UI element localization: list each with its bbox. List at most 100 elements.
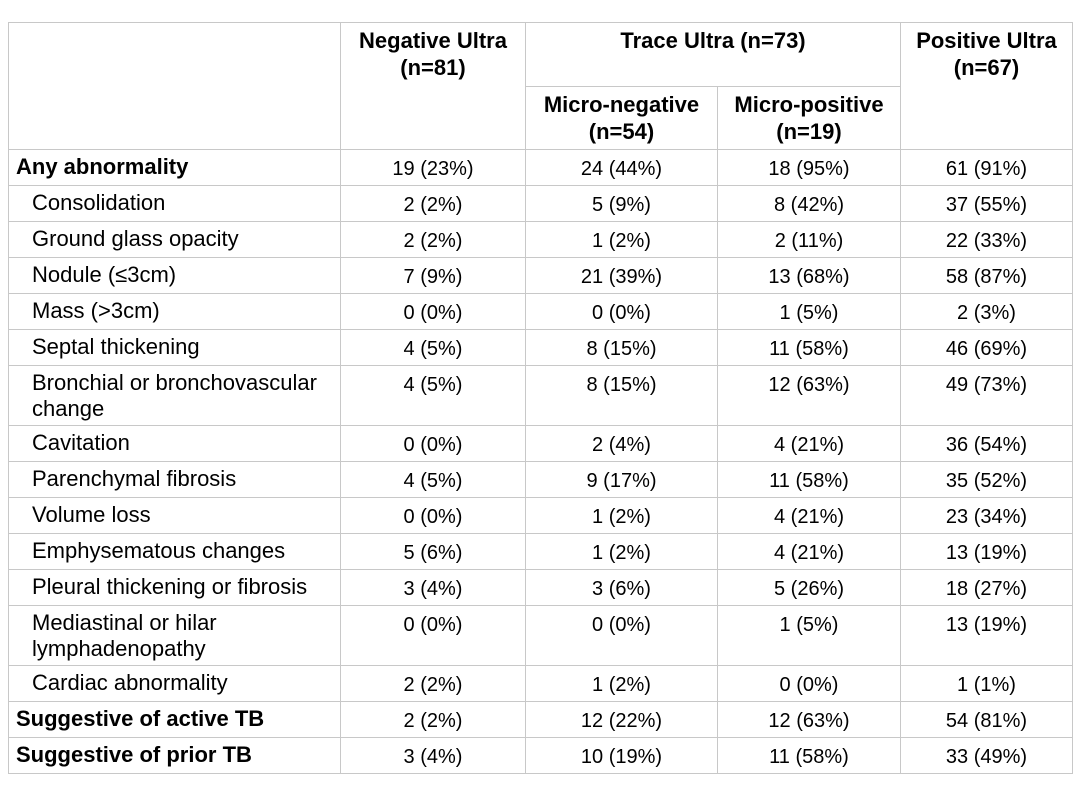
value-cell: 61 (91%): [900, 149, 1073, 186]
value-cell: 33 (49%): [900, 737, 1073, 774]
header-line: Positive Ultra: [916, 28, 1057, 53]
value-cell: 7 (9%): [340, 257, 526, 294]
table-body: Any abnormality 19 (23%) 24 (44%) 18 (95%) 6…: [8, 149, 1073, 774]
value-cell: 49 (73%): [900, 365, 1073, 426]
value-cell: 2 (2%): [340, 665, 526, 702]
table-row: Emphysematous changes 5 (6%) 1 (2%) 4 (21%)…: [8, 533, 1073, 570]
row-label: Any abnormality: [8, 149, 341, 186]
value-cell: 8 (15%): [525, 365, 718, 426]
table-header: Negative Ultra (n=81) Trace Ultra (n=73)…: [8, 22, 1073, 150]
value-cell: 5 (9%): [525, 185, 718, 222]
value-cell: 5 (6%): [340, 533, 526, 570]
value-cell: 2 (2%): [340, 701, 526, 738]
value-cell: 0 (0%): [340, 293, 526, 330]
value-cell: 37 (55%): [900, 185, 1073, 222]
header-micro-negative: Micro-negative (n=54): [525, 86, 718, 150]
row-label: Pleural thickening or fibrosis: [8, 569, 341, 606]
value-cell: 18 (95%): [717, 149, 901, 186]
table-row: Volume loss 0 (0%) 1 (2%) 4 (21%) 23 (34%): [8, 497, 1073, 534]
table-row: Cardiac abnormality 2 (2%) 1 (2%) 0 (0%) 1 (…: [8, 665, 1073, 702]
header-line: Negative Ultra: [359, 28, 507, 53]
value-cell: 13 (19%): [900, 605, 1073, 666]
value-cell: 2 (3%): [900, 293, 1073, 330]
value-cell: 4 (5%): [340, 329, 526, 366]
row-label: Suggestive of prior TB: [8, 737, 341, 774]
table-row: Suggestive of prior TB 3 (4%) 10 (19%) 11 (…: [8, 737, 1073, 774]
table-row: Nodule (≤3cm) 7 (9%) 21 (39%) 13 (68%) 58 (8…: [8, 257, 1073, 294]
value-cell: 0 (0%): [525, 293, 718, 330]
value-cell: 12 (63%): [717, 701, 901, 738]
header-trace-ultra: Trace Ultra (n=73): [525, 22, 901, 87]
value-cell: 13 (19%): [900, 533, 1073, 570]
value-cell: 0 (0%): [525, 605, 718, 666]
row-label: Bronchial or bronchovascular change: [8, 365, 341, 426]
value-cell: 1 (5%): [717, 293, 901, 330]
table-row: Cavitation 0 (0%) 2 (4%) 4 (21%) 36 (54%): [8, 425, 1073, 462]
value-cell: 21 (39%): [525, 257, 718, 294]
header-line: (n=54): [588, 119, 655, 144]
table-row: Mediastinal or hilar lymphadenopathy 0 (0…: [8, 605, 1073, 666]
value-cell: 12 (22%): [525, 701, 718, 738]
row-label: Mass (>3cm): [8, 293, 341, 330]
value-cell: 4 (21%): [717, 497, 901, 534]
value-cell: 2 (4%): [525, 425, 718, 462]
table-row: Consolidation 2 (2%) 5 (9%) 8 (42%) 37 (55%): [8, 185, 1073, 222]
value-cell: 4 (5%): [340, 365, 526, 426]
table-row: Any abnormality 19 (23%) 24 (44%) 18 (95%) 6…: [8, 149, 1073, 186]
header-line: (n=19): [776, 119, 842, 144]
value-cell: 35 (52%): [900, 461, 1073, 498]
value-cell: 10 (19%): [525, 737, 718, 774]
value-cell: 24 (44%): [525, 149, 718, 186]
value-cell: 54 (81%): [900, 701, 1073, 738]
value-cell: 2 (2%): [340, 185, 526, 222]
value-cell: 1 (5%): [717, 605, 901, 666]
value-cell: 23 (34%): [900, 497, 1073, 534]
table-row: Bronchial or bronchovascular change 4 (5%…: [8, 365, 1073, 426]
header-line: Micro-positive: [734, 92, 884, 117]
value-cell: 4 (5%): [340, 461, 526, 498]
value-cell: 12 (63%): [717, 365, 901, 426]
value-cell: 8 (15%): [525, 329, 718, 366]
value-cell: 19 (23%): [340, 149, 526, 186]
value-cell: 1 (2%): [525, 497, 718, 534]
table-row: Septal thickening 4 (5%) 8 (15%) 11 (58%) 46…: [8, 329, 1073, 366]
value-cell: 1 (2%): [525, 533, 718, 570]
row-label: Emphysematous changes: [8, 533, 341, 570]
table-row: Parenchymal fibrosis 4 (5%) 9 (17%) 11 (58%…: [8, 461, 1073, 498]
header-line: (n=81): [400, 55, 466, 80]
value-cell: 4 (21%): [717, 425, 901, 462]
value-cell: 0 (0%): [340, 497, 526, 534]
row-label: Parenchymal fibrosis: [8, 461, 341, 498]
value-cell: 3 (4%): [340, 569, 526, 606]
header-line: Micro-negative: [543, 92, 700, 117]
value-cell: 2 (2%): [340, 221, 526, 258]
corner-cell: [8, 22, 341, 150]
header-row-top: Negative Ultra (n=81) Trace Ultra (n=73)…: [8, 22, 1073, 150]
value-cell: 0 (0%): [340, 425, 526, 462]
value-cell: 3 (6%): [525, 569, 718, 606]
header-positive-ultra: Positive Ultra (n=67): [900, 22, 1073, 150]
row-label: Suggestive of active TB: [8, 701, 341, 738]
header-micro-positive: Micro-positive (n=19): [717, 86, 901, 150]
value-cell: 4 (21%): [717, 533, 901, 570]
value-cell: 3 (4%): [340, 737, 526, 774]
header-line: (n=67): [953, 55, 1020, 80]
row-label: Nodule (≤3cm): [8, 257, 341, 294]
value-cell: 11 (58%): [717, 737, 901, 774]
value-cell: 22 (33%): [900, 221, 1073, 258]
value-cell: 5 (26%): [717, 569, 901, 606]
table-row: Mass (>3cm) 0 (0%) 0 (0%) 1 (5%) 2 (3%): [8, 293, 1073, 330]
value-cell: 11 (58%): [717, 461, 901, 498]
row-label: Consolidation: [8, 185, 341, 222]
row-label: Cardiac abnormality: [8, 665, 341, 702]
value-cell: 18 (27%): [900, 569, 1073, 606]
value-cell: 11 (58%): [717, 329, 901, 366]
value-cell: 0 (0%): [340, 605, 526, 666]
value-cell: 9 (17%): [525, 461, 718, 498]
table-row: Pleural thickening or fibrosis 3 (4%) 3 (6…: [8, 569, 1073, 606]
value-cell: 2 (11%): [717, 221, 901, 258]
value-cell: 1 (1%): [900, 665, 1073, 702]
row-label: Ground glass opacity: [8, 221, 341, 258]
value-cell: 1 (2%): [525, 665, 718, 702]
row-label: Mediastinal or hilar lymphadenopathy: [8, 605, 341, 666]
